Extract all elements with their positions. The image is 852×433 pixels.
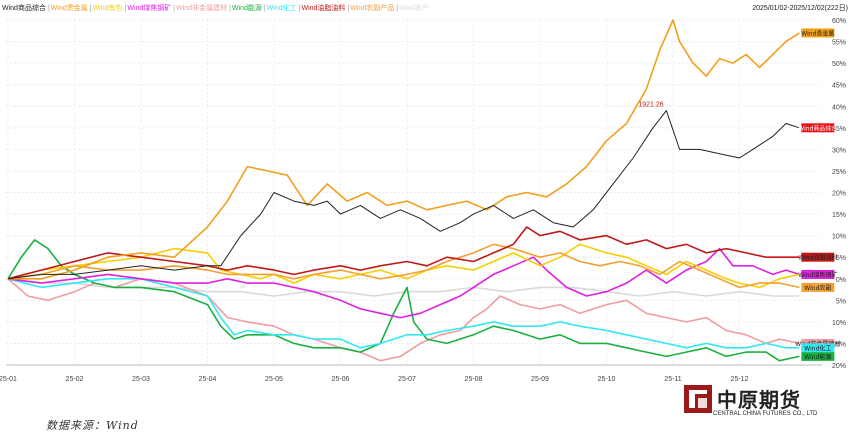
y-tick-label: 0% — [836, 277, 846, 284]
y-tick-label: 10% — [832, 320, 846, 327]
series-end-label-box — [801, 351, 835, 361]
legend-item[interactable]: Wind煤焦钢矿 — [127, 5, 172, 12]
series-end-label-box — [801, 282, 835, 292]
y-tick-label: 15% — [832, 212, 846, 219]
series-line — [7, 239, 800, 362]
series-end-label-box — [801, 269, 835, 279]
y-tick-label: 15% — [832, 341, 846, 348]
x-tick-label: 25-02 — [66, 376, 84, 383]
legend-separator: | — [347, 5, 350, 12]
series-end-label: Wind煤焦钢矿 — [798, 271, 837, 279]
series-line — [7, 243, 800, 289]
x-tick-label: 25-11 — [664, 376, 681, 383]
y-tick-label: 5% — [836, 255, 846, 262]
legend: Wind商品综合 |Wind贵金属 |Wind有色 |Wind煤焦钢矿 |Wind非金属… — [2, 3, 430, 13]
logo-mark-icon — [684, 385, 712, 413]
legend-item[interactable]: Wind农副产品 — [350, 5, 395, 12]
logo-chinese-name: 中原期货 — [717, 388, 801, 412]
y-tick-label: 35% — [832, 126, 846, 133]
x-tick-label: 25-08 — [465, 376, 483, 383]
logo-english-name: CENTRAL CHINA FUTURES CO., LTD — [713, 411, 818, 417]
legend-separator: | — [263, 5, 266, 12]
series-end-label-box — [801, 28, 835, 38]
legend-separator: | — [396, 5, 399, 12]
legend-item[interactable]: Wind能源 — [231, 5, 262, 12]
date-range: 2025/01/02-2025/12/02(222日) — [752, 5, 848, 12]
x-tick-label: 25-05 — [265, 376, 283, 383]
y-tick-label: 50% — [832, 61, 846, 68]
y-tick-label: 20% — [832, 363, 846, 370]
series-end-label: Wind化工 — [804, 344, 831, 352]
x-tick-label: 25-06 — [332, 376, 350, 383]
series-end-label: Wind能源 — [804, 353, 831, 361]
x-tick-label: 25-09 — [531, 376, 549, 383]
legend-separator: | — [173, 5, 176, 12]
x-tick-label: 25-03 — [132, 376, 150, 383]
y-tick-label: 60% — [832, 18, 846, 25]
y-tick-label: 40% — [832, 104, 846, 111]
series-line — [7, 243, 800, 289]
y-tick-label: 45% — [832, 83, 846, 90]
series-line — [7, 226, 800, 280]
company-logo: 中原期货 CENTRAL CHINA FUTURES CO., LTD — [683, 384, 817, 426]
legend-item[interactable]: Wind农产 — [399, 5, 429, 12]
y-tick-label: 55% — [832, 40, 846, 47]
x-tick-label: 25-01 — [0, 376, 17, 383]
series-end-label-box — [801, 252, 835, 262]
series-line — [7, 278, 800, 362]
legend-item[interactable]: Wind贵金属 — [50, 5, 88, 12]
series-end-label: Wind油脂油料 — [798, 254, 837, 262]
x-tick-label: 25-07 — [398, 376, 416, 383]
legend-separator: | — [298, 5, 301, 12]
series-end-label: Wind农副 — [804, 284, 831, 292]
x-tick-label: 25-12 — [731, 376, 749, 383]
y-tick-label: 20% — [832, 191, 846, 198]
legend-item[interactable]: Wind化工 — [266, 5, 297, 12]
y-tick-label: 25% — [832, 169, 846, 176]
series-end-label-box — [801, 123, 835, 133]
series-end-label: Wind贵金属 — [801, 29, 834, 37]
series-line — [7, 110, 800, 280]
legend-separator: | — [47, 5, 50, 12]
series-end-label-box — [801, 343, 835, 353]
legend-item[interactable]: Wind油脂油料 — [301, 5, 346, 12]
series-line — [8, 19, 800, 280]
x-tick-label: 25-04 — [199, 376, 217, 383]
data-source: 数据来源：Wind — [46, 419, 139, 432]
peak-annotation: 1921.26 — [638, 101, 663, 108]
legend-separator: | — [89, 5, 92, 12]
legend-item[interactable]: Wind商品综合 — [2, 5, 46, 12]
y-tick-label: 10% — [832, 234, 846, 241]
y-tick-label: 30% — [832, 147, 846, 154]
series-line — [7, 247, 800, 319]
legend-item[interactable]: Wind非金属建材 — [176, 5, 228, 12]
legend-separator: | — [229, 5, 231, 12]
series-line — [7, 278, 800, 349]
y-tick-label: 5% — [836, 298, 846, 305]
x-tick-label: 25-10 — [598, 376, 616, 383]
legend-item[interactable]: Wind有色 — [92, 5, 123, 12]
series-end-label: Wind商品综合 — [798, 124, 837, 132]
legend-separator: | — [124, 5, 127, 12]
